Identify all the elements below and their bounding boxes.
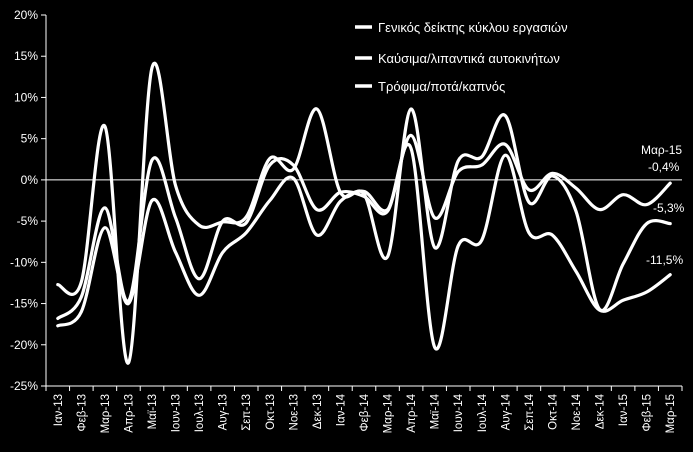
y-tick-label: -20% — [10, 338, 38, 352]
x-tick-label: Ιουν-13 — [171, 394, 183, 432]
x-tick-label: Φεβ-13 — [76, 394, 88, 432]
annotation-last-value: -0,4% — [648, 160, 680, 174]
x-tick-label: Αυγ-14 — [500, 393, 512, 430]
y-tick-label: 20% — [14, 8, 38, 22]
y-axis-ticks: 20% 15% 10% 5% 0% -5% -10% -15% -20% -25% — [10, 8, 46, 393]
series-line-2 — [56, 143, 672, 351]
y-tick-label: -5% — [17, 214, 39, 228]
series-lines — [56, 62, 672, 365]
x-tick-label: Φεβ-15 — [642, 394, 654, 432]
x-tick-label: Οκτ-13 — [265, 394, 277, 430]
legend-label: Τρόφιμα/ποτά/καπνός — [378, 79, 505, 94]
x-tick-label: Αυγ-13 — [218, 394, 230, 430]
y-tick-label: 5% — [21, 132, 39, 146]
legend-label: Γενικός δείκτης κύκλου εργασιών — [378, 20, 568, 35]
x-tick-label: Ιαν-14 — [335, 393, 347, 426]
x-tick-label: Δεκ-14 — [595, 393, 607, 429]
x-tick-label: Δεκ-13 — [312, 394, 324, 429]
x-tick-label: Μαϊ-13 — [147, 394, 159, 429]
x-tick-label: Μαρ-15 — [665, 394, 677, 433]
x-axis-ticks: Ιαν-13 Φεβ-13 Μαρ-13 Απρ-13 Μαϊ-13 Ιουν-13 Ιου… — [45, 386, 683, 433]
x-tick-label: Νοε-13 — [288, 394, 300, 430]
y-tick-label: -15% — [10, 297, 38, 311]
y-tick-label: 15% — [14, 49, 38, 63]
x-tick-label: Μαρ-13 — [100, 394, 112, 433]
x-tick-label: Μαρ-14 — [383, 393, 395, 433]
x-tick-label: Οκτ-14 — [547, 393, 559, 429]
y-tick-label: 0% — [21, 173, 39, 187]
x-tick-label: Μαϊ-14 — [430, 393, 442, 429]
x-tick-label: Νοε-14 — [571, 393, 583, 430]
y-tick-label: -10% — [10, 255, 38, 269]
legend: Γενικός δείκτης κύκλου εργασιών Καύσιμα/… — [355, 20, 568, 94]
x-tick-label: Απρ-13 — [123, 394, 135, 433]
x-tick-label: Ιουλ-13 — [194, 394, 206, 432]
legend-label: Καύσιμα/λιπαντικά αυτοκινήτων — [378, 51, 560, 66]
x-tick-label: Ιουν-14 — [453, 393, 465, 432]
x-tick-label: Σεπ-14 — [524, 393, 536, 430]
x-tick-label: Σεπ-13 — [241, 394, 253, 431]
annotation-last-value: -11,5% — [646, 253, 683, 267]
annotation-last-value: -5,3% — [653, 201, 685, 215]
x-tick-label: Απρ-14 — [406, 393, 418, 432]
end-annotations: Μαρ-15 -0,4% -5,3% -11,5% — [641, 143, 685, 267]
series-line-1 — [56, 133, 672, 320]
y-tick-label: 10% — [14, 90, 38, 104]
x-tick-label: Ιαν-15 — [618, 394, 630, 426]
series-line-3 — [56, 62, 672, 365]
annotation-month: Μαρ-15 — [641, 143, 682, 157]
x-tick-label: Ιαν-13 — [53, 394, 65, 426]
y-tick-label: -25% — [10, 379, 38, 393]
x-tick-label: Ιουλ-14 — [477, 393, 489, 432]
x-tick-label: Φεβ-14 — [359, 393, 371, 431]
